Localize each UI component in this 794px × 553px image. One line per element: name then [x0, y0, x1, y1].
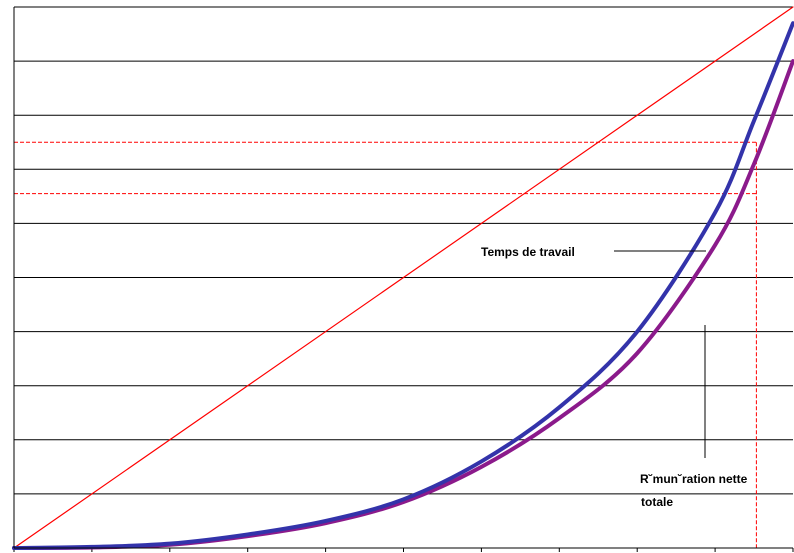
annotation-remuneration-line1: R˘mun˘ration nette — [640, 472, 748, 486]
series-line-2 — [13, 6, 794, 549]
annotations: Temps de travail R˘mun˘ration nette tota… — [481, 245, 748, 509]
series-line-0 — [12, 21, 794, 550]
annotation-remuneration-line2: totale — [641, 495, 673, 509]
reference-lines — [14, 141, 757, 548]
x-axis-ticks — [13, 548, 794, 552]
series-lines — [12, 6, 794, 550]
plot-frame — [13, 7, 793, 549]
annotation-temps-de-travail: Temps de travail — [481, 245, 575, 259]
